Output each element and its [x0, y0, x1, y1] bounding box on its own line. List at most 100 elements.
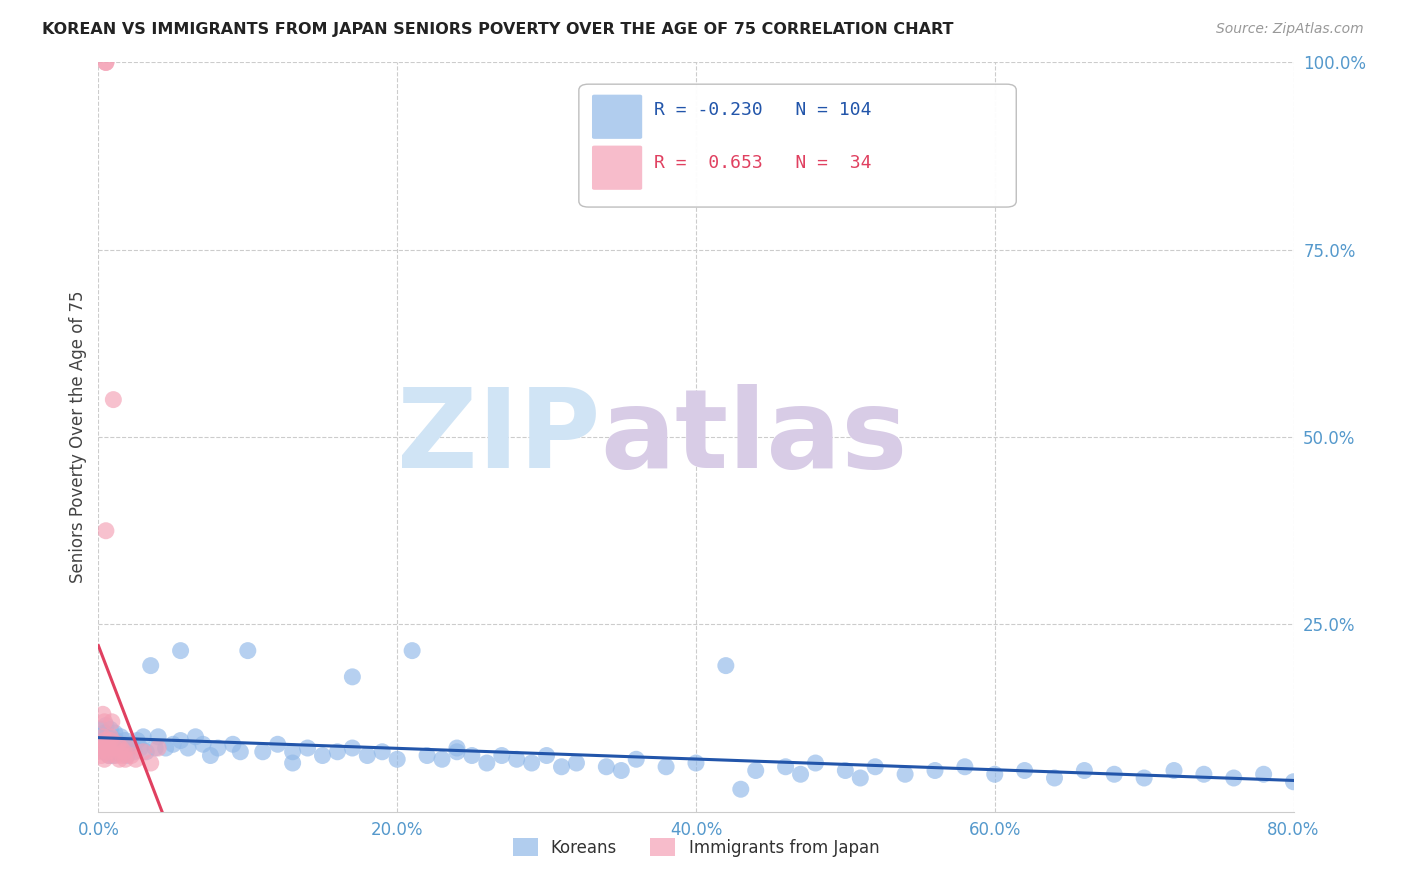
Point	[550, 760, 572, 774]
Point	[90, 741, 112, 756]
Point	[143, 741, 166, 756]
Point	[236, 643, 259, 657]
Point	[91, 741, 114, 756]
Point	[93, 752, 115, 766]
Point	[90, 748, 112, 763]
Point	[155, 741, 177, 756]
Point	[1163, 764, 1185, 778]
Point	[91, 707, 114, 722]
Point	[297, 741, 319, 756]
Point	[105, 733, 128, 747]
Point	[775, 760, 797, 774]
Point	[162, 737, 184, 751]
Point	[107, 737, 129, 751]
Point	[91, 733, 114, 747]
Point	[1073, 764, 1095, 778]
Point	[865, 760, 887, 774]
Point	[97, 748, 120, 763]
Point	[112, 737, 135, 751]
Point	[101, 737, 124, 751]
Point	[565, 756, 588, 770]
Point	[98, 745, 122, 759]
Point	[685, 756, 707, 770]
Point	[371, 745, 394, 759]
Point	[267, 737, 290, 751]
Point	[125, 752, 148, 766]
Point	[1253, 767, 1275, 781]
Point	[96, 745, 118, 759]
Point	[148, 730, 170, 744]
Point	[281, 745, 304, 759]
Point	[385, 752, 409, 766]
Point	[311, 748, 333, 763]
Point	[117, 741, 139, 756]
Point	[984, 767, 1007, 781]
Text: R =  0.653   N =  34: R = 0.653 N = 34	[654, 153, 872, 172]
Text: R = -0.230   N = 104: R = -0.230 N = 104	[654, 102, 872, 120]
Point	[446, 745, 468, 759]
Point	[536, 748, 558, 763]
Text: KOREAN VS IMMIGRANTS FROM JAPAN SENIORS POVERTY OVER THE AGE OF 75 CORRELATION C: KOREAN VS IMMIGRANTS FROM JAPAN SENIORS …	[42, 22, 953, 37]
Point	[132, 745, 155, 759]
Point	[655, 760, 678, 774]
Point	[626, 752, 648, 766]
Point	[894, 767, 917, 781]
Point	[96, 730, 118, 744]
Point	[610, 764, 633, 778]
Point	[111, 748, 134, 763]
Text: ZIP: ZIP	[396, 384, 600, 491]
Point	[98, 730, 122, 744]
Point	[924, 764, 946, 778]
Point	[730, 782, 752, 797]
Point	[98, 733, 122, 747]
Point	[222, 737, 245, 751]
Point	[91, 730, 114, 744]
Point	[132, 730, 155, 744]
Point	[107, 737, 129, 751]
Point	[184, 730, 207, 744]
Point	[1192, 767, 1215, 781]
Point	[252, 745, 274, 759]
Point	[103, 392, 125, 407]
Point	[111, 745, 134, 759]
FancyBboxPatch shape	[579, 84, 1017, 207]
Point	[342, 741, 364, 756]
Point	[326, 745, 349, 759]
Y-axis label: Seniors Poverty Over the Age of 75: Seniors Poverty Over the Age of 75	[69, 291, 87, 583]
Point	[1282, 774, 1305, 789]
Point	[117, 741, 139, 756]
Point	[191, 737, 214, 751]
Point	[108, 741, 131, 756]
Point	[104, 745, 127, 759]
Point	[96, 737, 118, 751]
Point	[114, 733, 136, 747]
Point	[1223, 771, 1246, 785]
Point	[148, 741, 170, 756]
Point	[120, 748, 142, 763]
Point	[789, 767, 811, 781]
Point	[1014, 764, 1036, 778]
Point	[89, 737, 111, 751]
Point	[139, 658, 162, 673]
Point	[93, 733, 115, 747]
Point	[110, 730, 132, 744]
Point	[97, 748, 120, 763]
Point	[135, 745, 157, 759]
Point	[90, 737, 112, 751]
Point	[97, 733, 120, 747]
Point	[281, 756, 304, 770]
Point	[139, 756, 162, 770]
Point	[127, 733, 149, 747]
Point	[520, 756, 543, 770]
Point	[169, 733, 191, 747]
Point	[356, 748, 378, 763]
Point	[177, 741, 200, 756]
Point	[461, 748, 484, 763]
Point	[849, 771, 872, 785]
Point	[804, 756, 827, 770]
Point	[745, 764, 768, 778]
Point	[953, 760, 976, 774]
Point	[207, 741, 229, 756]
Text: atlas: atlas	[600, 384, 908, 491]
Point	[94, 737, 117, 751]
